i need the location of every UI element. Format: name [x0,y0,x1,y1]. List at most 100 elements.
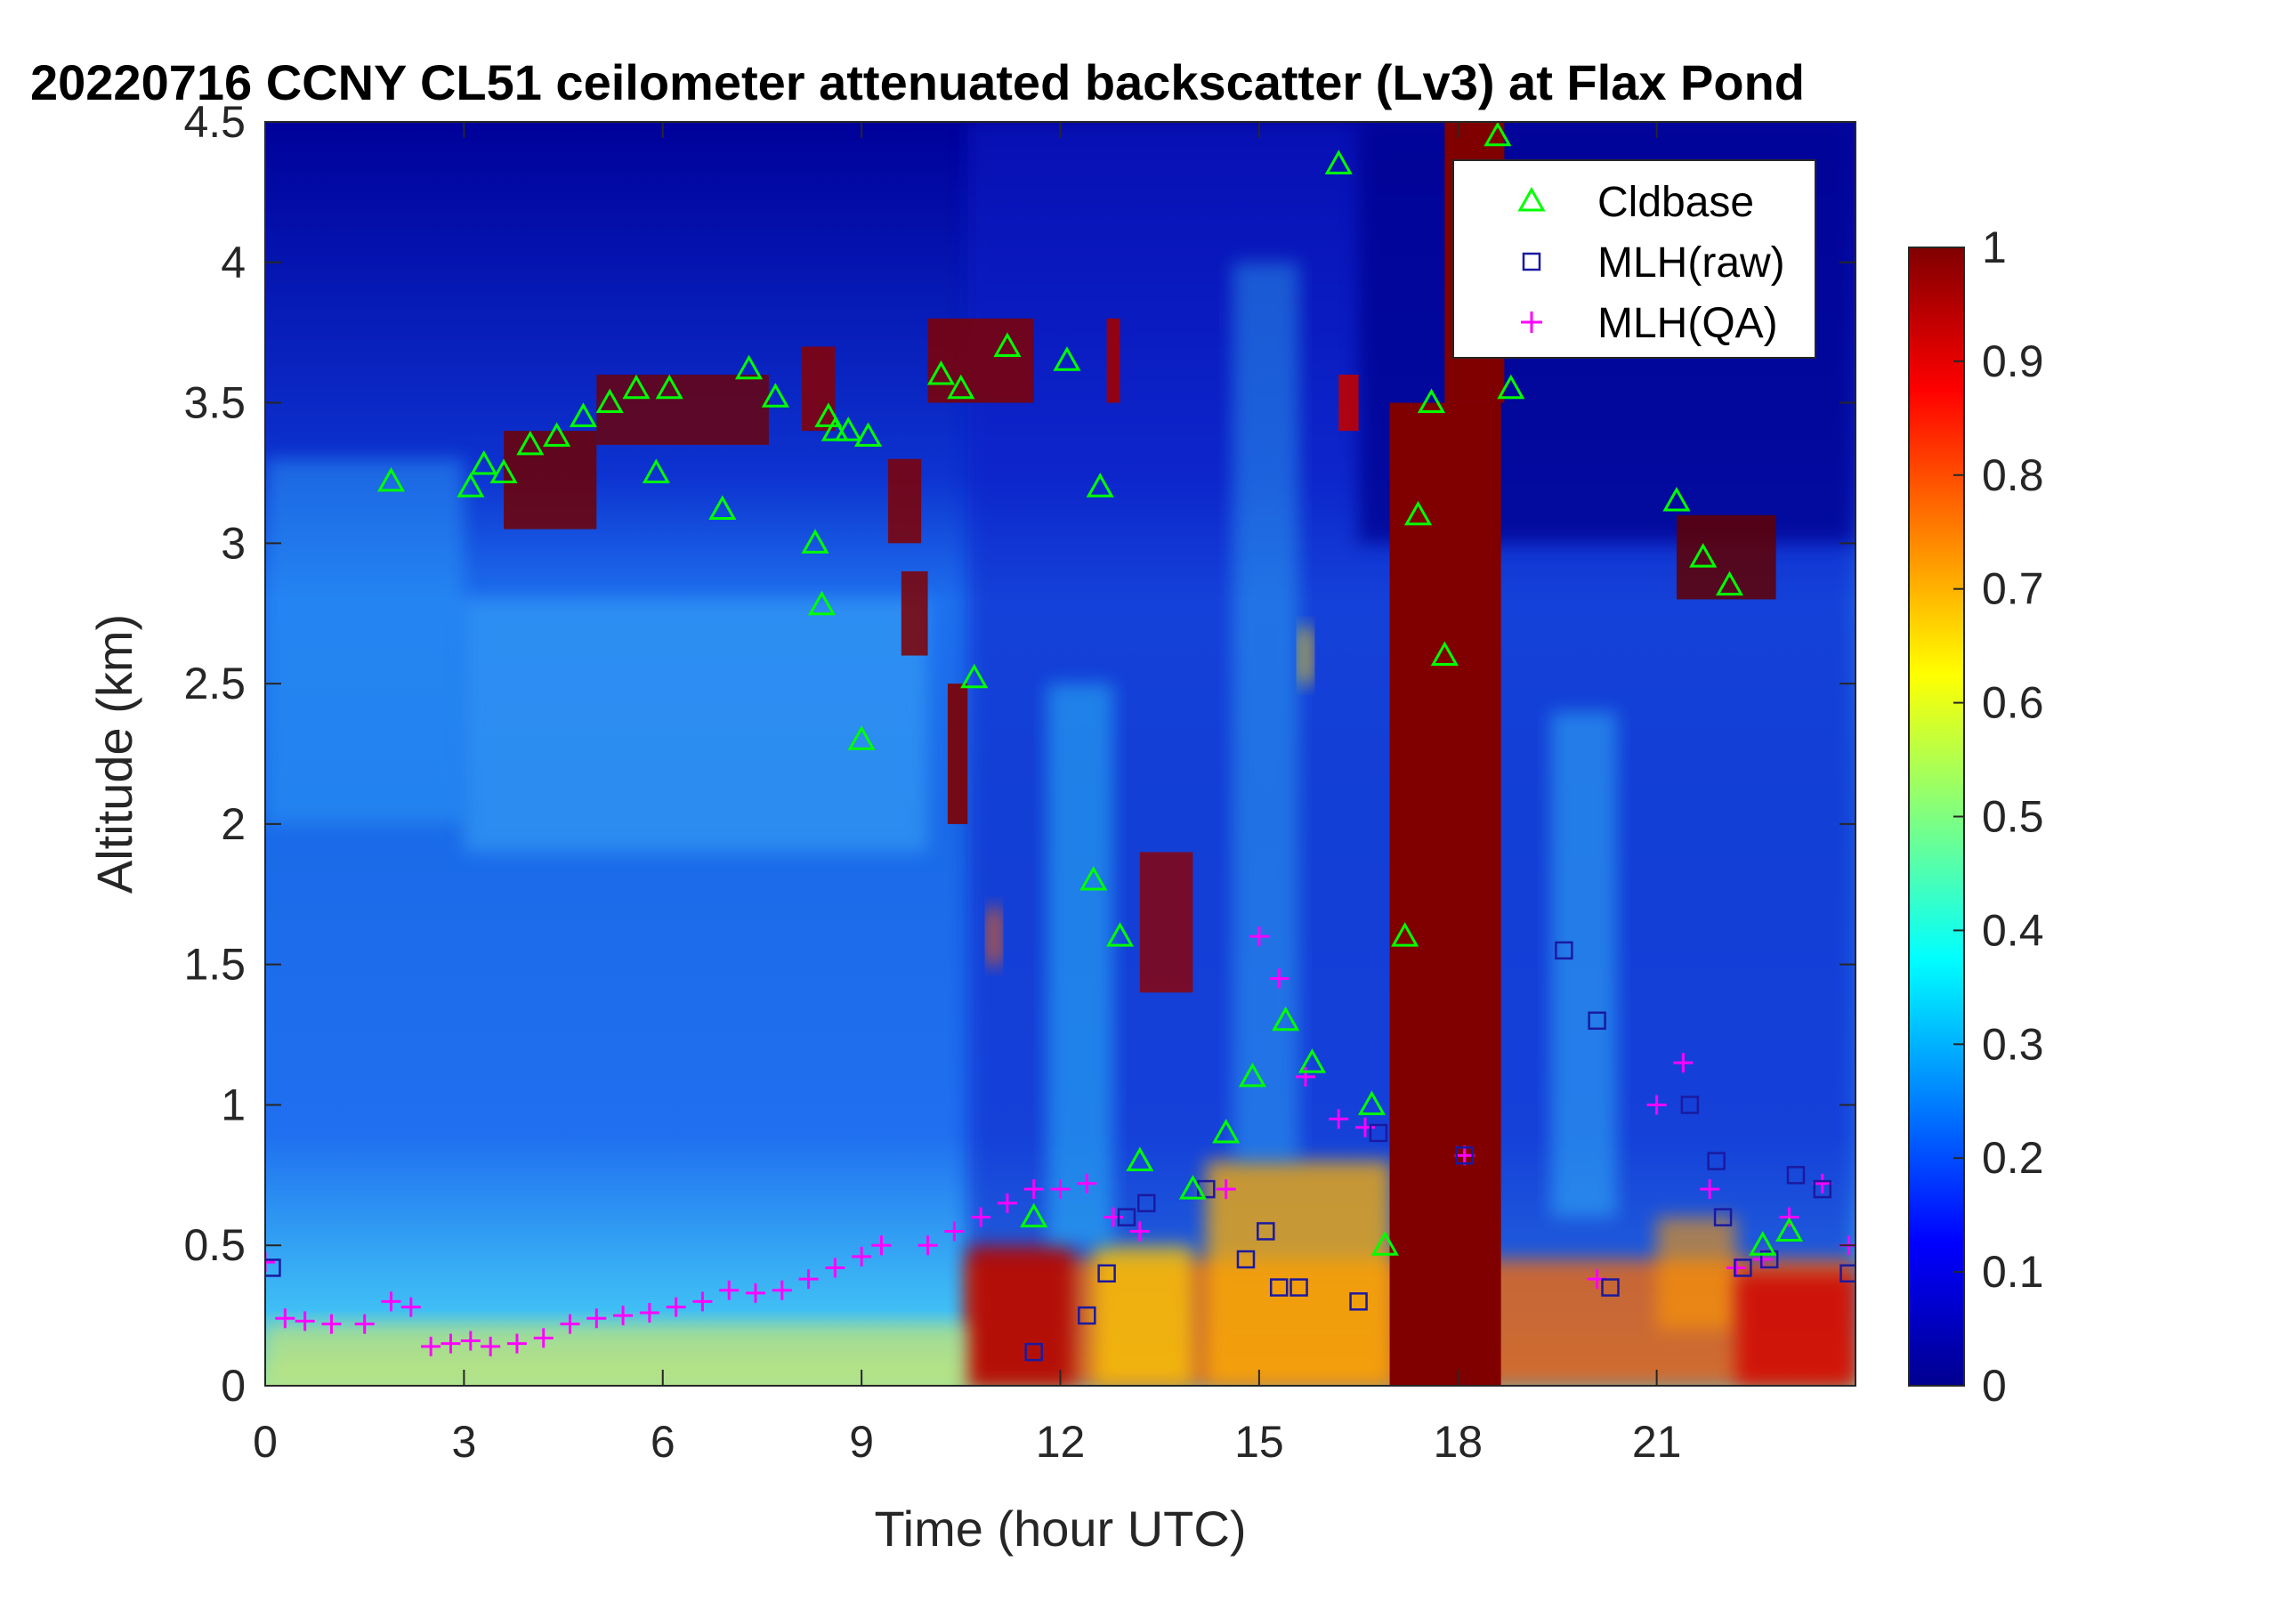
cldbase-marker [543,422,571,447]
mlh-qa-marker [1673,1053,1694,1073]
mlh-qa-marker [460,1331,481,1351]
cldbase-marker [1404,500,1433,526]
cldbase-marker [1430,641,1459,667]
mlh-raw-marker [1117,1208,1136,1226]
backscatter-feature [927,318,1034,403]
mlh-qa-marker [560,1314,580,1334]
mlh-raw-marker [1024,1342,1043,1362]
mlh-qa-marker [666,1297,686,1317]
y-tick-label: 1.5 [183,940,246,990]
cldbase-marker [642,458,670,483]
backscatter-feature [1676,514,1776,600]
backscatter-feature [596,375,769,445]
legend-box [1452,159,1816,359]
cldbase-marker [569,402,597,427]
mlh-qa-marker [1454,1145,1475,1166]
cldbase-marker [1126,1146,1154,1172]
cldbase-marker [622,374,651,400]
y-tick-label: 3.5 [183,378,246,428]
backscatter-feature [1656,1217,1736,1330]
legend: Cldbase MLH(raw) MLH(QA) [1452,159,1816,359]
colorbar-tick-label: 0.5 [1982,792,2044,842]
cldbase-marker [516,430,545,456]
mlh-qa-marker [871,1235,892,1256]
y-tick-label: 1 [221,1080,246,1129]
mlh-qa-marker [1726,1258,1746,1278]
backscatter-feature [1233,262,1299,1161]
backscatter-feature [265,1323,968,1386]
colorbar-tick-label: 0.1 [1982,1247,2044,1297]
colorbar-ticks: 0 0.1 0.2 0.3 0.4 0.5 0.6 0.7 0.8 0.9 1 [1953,222,2044,1411]
backscatter-feature [901,570,928,656]
mlh-qa-marker [1355,1117,1376,1137]
y-tick-label: 2.5 [183,659,246,708]
cldbase-marker [1662,486,1691,512]
mlh-raw-marker [1097,1264,1116,1283]
mlh-raw-marker [1269,1278,1289,1297]
mlh-qa-marker [1296,1066,1315,1087]
x-tick-label: 15 [1234,1417,1284,1467]
backscatter-feature [1093,1245,1193,1386]
mlh-qa-marker [381,1291,401,1312]
y-tick-label: 2 [221,799,246,849]
legend-marker [1521,312,1542,333]
cldbase-marker [1749,1231,1777,1256]
x-tick-label: 9 [849,1417,874,1467]
mlh-raw-marker [1680,1096,1700,1114]
mlh-qa-marker [825,1258,845,1278]
mlh-qa-marker [772,1280,792,1300]
colorbar-tick-label: 0.8 [1982,450,2044,500]
mlh-raw-marker [1813,1179,1832,1199]
mlh-raw-marker [1707,1152,1726,1170]
mlh-qa-marker [586,1308,607,1329]
mlh-qa-marker [613,1306,634,1326]
cldbase-marker [1053,346,1081,371]
cldbase-marker [1020,1202,1048,1228]
mlh-raw-marker [1555,941,1573,960]
backscatter-feature [967,1245,1074,1386]
mlh-qa-marker [533,1328,554,1348]
backscatter-feature [1389,402,1501,1386]
cldbase-marker [1272,1006,1300,1032]
mlh-qa-marker [1700,1179,1720,1200]
cldbase-marker [655,374,683,400]
backscatter-feature [987,908,1001,965]
chart-title: 20220716 CCNY CL51 ceilometer attenuated… [30,54,1805,110]
x-tick-label: 0 [253,1417,278,1467]
y-tick-label: 0 [221,1361,246,1411]
mlh-qa-marker [1269,968,1289,989]
legend-label: Cldbase [1597,179,1754,226]
legend-marker [1517,186,1546,212]
cldbase-marker [1417,388,1446,414]
mlh-raw-marker [1759,1250,1779,1269]
mlh-qa-marker [1023,1179,1044,1200]
cldbase-marker [1238,1062,1267,1088]
x-axis-label: Time (hour UTC) [875,1501,1247,1557]
cldbase-marker [761,383,789,408]
cldbase-marker [1715,570,1744,596]
mlh-raw-marker [1349,1292,1368,1311]
mlh-qa-marker [441,1333,461,1354]
backscatter-feature [265,458,465,824]
x-tick-label: 18 [1433,1417,1483,1467]
cldbase-marker [1689,543,1718,568]
cldbase-marker [470,449,498,475]
colorbar-tick-label: 0.4 [1982,905,2044,955]
mlh-raw-marker [1369,1123,1388,1143]
cldbase-marker [489,458,518,483]
mlh-qa-marker [421,1336,441,1356]
mlh-qa-marker [1812,1173,1832,1193]
x-tick-label: 3 [451,1417,476,1467]
cldbase-marker [376,466,406,492]
colorbar-tick-label: 0 [1982,1361,2007,1411]
y-tick-label: 3 [221,518,246,568]
mlh-raw-marker [1137,1193,1156,1213]
cldbase-marker [1391,922,1419,947]
mlh-qa-marker [1129,1221,1150,1242]
cldbase-marker [993,332,1022,357]
mlh-qa-marker [997,1193,1017,1213]
backscatter-feature [947,684,968,824]
mlh-raw-marker [1601,1278,1620,1297]
cldbase-marker [1357,1090,1386,1115]
